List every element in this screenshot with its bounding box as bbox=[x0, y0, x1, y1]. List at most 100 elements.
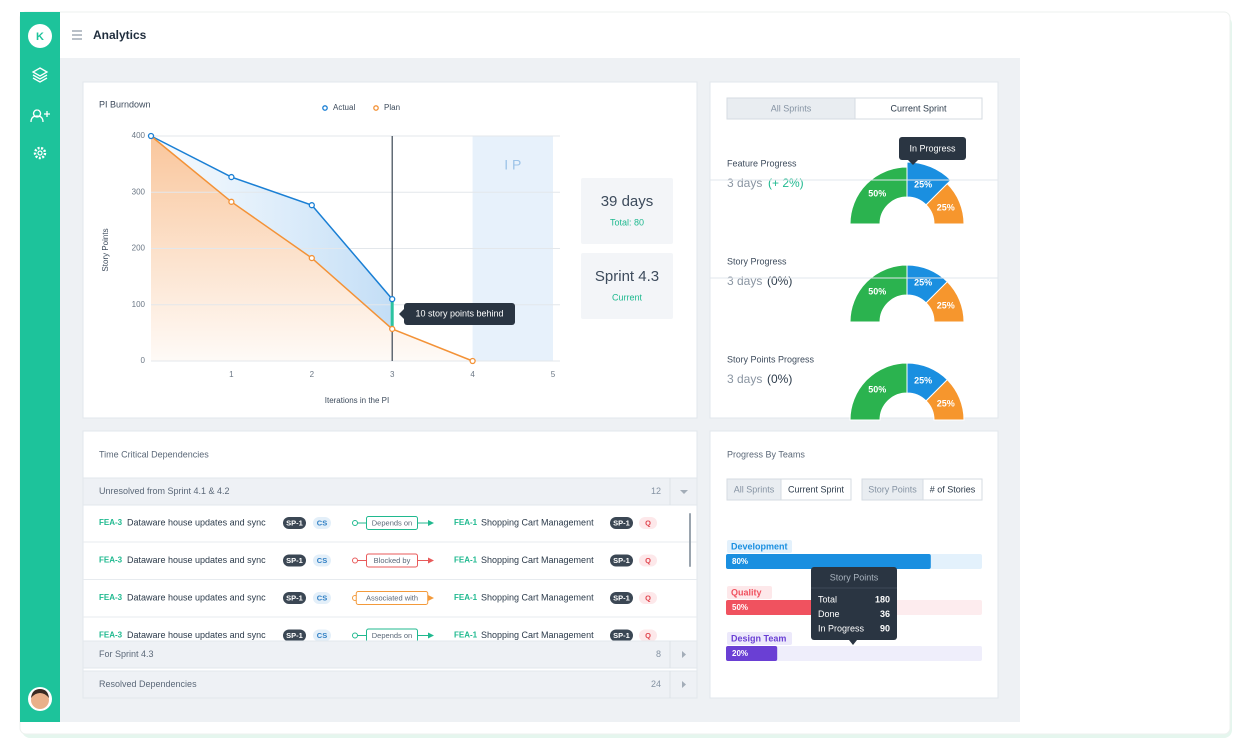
badge-label: Q bbox=[645, 556, 651, 565]
badge-label: CS bbox=[317, 631, 327, 640]
relation-start bbox=[352, 632, 358, 639]
y-axis-label: Story Points bbox=[101, 228, 110, 271]
nav-layers-icon[interactable] bbox=[31, 67, 49, 83]
tooltip-box bbox=[811, 567, 897, 640]
nav-settings-hub bbox=[37, 150, 43, 156]
data-point bbox=[308, 254, 315, 262]
stat-value: Sprint 4.3 bbox=[595, 268, 659, 285]
nav-user-icon[interactable] bbox=[30, 109, 50, 123]
card-title: Progress By Teams bbox=[727, 449, 805, 459]
x-axis-label: Iterations in the PI bbox=[325, 396, 389, 405]
group-count: 12 bbox=[651, 486, 661, 496]
logo bbox=[28, 24, 52, 48]
card-title: Time Critical Dependencies bbox=[99, 449, 209, 459]
series-line bbox=[150, 135, 393, 300]
annotation: 10 story points behind bbox=[415, 308, 503, 318]
group-title[interactable]: Unresolved from Sprint 4.1 & 4.2 bbox=[99, 486, 230, 496]
feature-id: FEA-1 bbox=[454, 518, 478, 527]
tab-label[interactable]: All Sprints bbox=[734, 484, 775, 494]
tooltip-value: 180 bbox=[875, 594, 890, 604]
tab-label[interactable]: # of Stories bbox=[930, 484, 976, 494]
chevron[interactable] bbox=[682, 681, 686, 688]
team-label-bg bbox=[727, 632, 792, 645]
data-point bbox=[147, 132, 155, 140]
tab[interactable] bbox=[854, 97, 983, 120]
feature-id: FEA-1 bbox=[454, 556, 478, 565]
feature-id: FEA-3 bbox=[99, 593, 123, 602]
feature-id: FEA-1 bbox=[454, 593, 478, 602]
group-count: 24 bbox=[651, 679, 661, 689]
sidebar bbox=[20, 12, 60, 722]
tab-label[interactable]: Story Points bbox=[868, 484, 917, 494]
progress-duration: 3 days bbox=[727, 176, 762, 190]
progress-title: Story Points Progress bbox=[727, 354, 815, 364]
relation-arrow bbox=[428, 520, 434, 526]
tab-label[interactable]: All Sprints bbox=[771, 103, 812, 113]
nav-settings-icon[interactable] bbox=[33, 146, 47, 160]
x-tick-label: 5 bbox=[551, 370, 556, 379]
tab[interactable] bbox=[780, 478, 852, 501]
group-title[interactable]: Resolved Dependencies bbox=[99, 679, 197, 689]
feature-name: Dataware house updates and sync bbox=[127, 555, 266, 565]
badge-label: Q bbox=[645, 593, 651, 602]
logo-letter: K bbox=[36, 31, 44, 43]
donut-segment bbox=[849, 264, 908, 323]
progress-change: (0%) bbox=[767, 274, 792, 288]
relation-box bbox=[355, 591, 429, 605]
relation-label: Associated with bbox=[366, 593, 418, 602]
relation-label: Depends on bbox=[372, 518, 412, 527]
badge bbox=[610, 592, 633, 604]
chevron[interactable] bbox=[680, 490, 688, 494]
avatar-face bbox=[31, 691, 49, 709]
bar-label: 50% bbox=[732, 603, 748, 612]
relation-start bbox=[352, 557, 358, 564]
tooltip-box bbox=[899, 137, 966, 160]
tooltip-pointer bbox=[849, 640, 857, 645]
donut-label: 25% bbox=[914, 278, 932, 288]
relation-arrow bbox=[428, 595, 434, 601]
badge bbox=[283, 517, 306, 529]
relation-arrow bbox=[428, 557, 434, 564]
chevron[interactable] bbox=[682, 651, 686, 658]
legend-label: Actual bbox=[333, 103, 355, 112]
data-point bbox=[228, 173, 235, 181]
tooltip-label: Done bbox=[818, 609, 840, 619]
group-header[interactable] bbox=[82, 640, 698, 669]
donut-segment bbox=[849, 362, 908, 421]
tooltip-value: 36 bbox=[880, 609, 890, 619]
tab[interactable] bbox=[922, 478, 983, 501]
badge-label: SP-1 bbox=[613, 556, 630, 565]
tab-label[interactable]: Current Sprint bbox=[788, 484, 845, 494]
legend-marker bbox=[373, 105, 379, 111]
tooltip-label: Total bbox=[818, 594, 837, 604]
progress-change: (+ 2%) bbox=[768, 176, 804, 190]
relation-label: Depends on bbox=[372, 631, 412, 640]
team-name: Design Team bbox=[731, 633, 786, 643]
badge bbox=[313, 554, 331, 567]
progress-title: Feature Progress bbox=[727, 158, 797, 168]
group-title[interactable]: For Sprint 4.3 bbox=[99, 649, 154, 659]
badge-label: CS bbox=[317, 593, 327, 602]
bar-label: 20% bbox=[732, 649, 748, 658]
badge-label: SP-1 bbox=[286, 593, 303, 602]
feature-id: FEA-3 bbox=[99, 556, 123, 565]
x-tick-label: 3 bbox=[390, 370, 395, 379]
badge-label: CS bbox=[317, 556, 327, 565]
bar bbox=[726, 646, 778, 661]
badge bbox=[313, 592, 331, 604]
feature-id: FEA-3 bbox=[99, 631, 123, 640]
relation-arrow bbox=[428, 632, 434, 639]
progress-title: Story Progress bbox=[727, 256, 787, 266]
badge bbox=[639, 554, 657, 567]
group-header[interactable] bbox=[82, 670, 698, 699]
team-name: Quality bbox=[731, 587, 762, 597]
page-title: Analytics bbox=[93, 28, 147, 42]
team-label-bg bbox=[727, 586, 772, 599]
group-header[interactable] bbox=[82, 477, 698, 506]
relation-label: Blocked by bbox=[374, 556, 411, 565]
tab-label[interactable]: Current Sprint bbox=[890, 103, 947, 113]
badge bbox=[610, 554, 633, 567]
ip-label: I P bbox=[504, 157, 521, 173]
relation-box bbox=[366, 516, 418, 530]
chart-title: PI Burndown bbox=[99, 99, 151, 109]
